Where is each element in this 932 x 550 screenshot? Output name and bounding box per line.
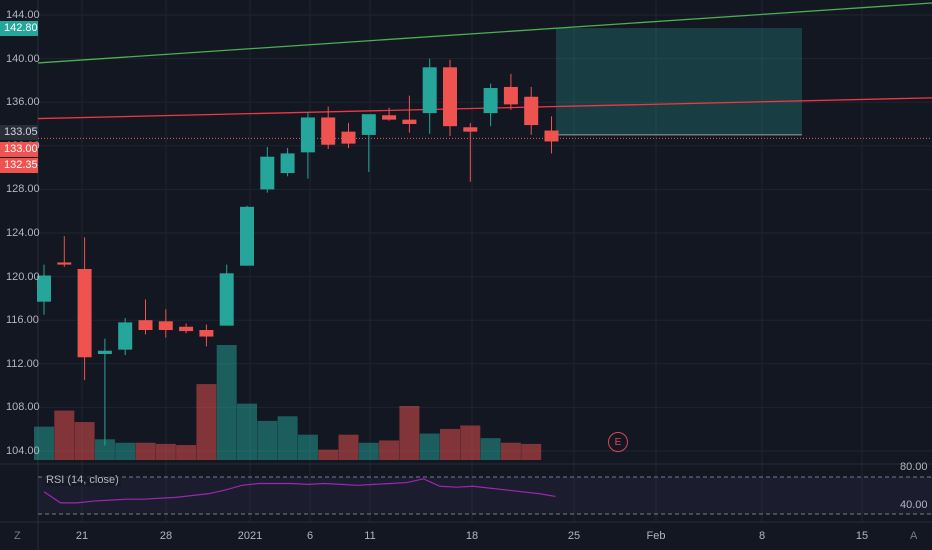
time-tick-label: 8 [758, 530, 766, 542]
price-tick-label: 112.00 [6, 357, 39, 370]
volume-bar [155, 443, 176, 460]
volume-bar [277, 416, 298, 460]
time-tick-label: 6 [306, 530, 314, 542]
candle-body [443, 67, 457, 127]
rsi-legend[interactable]: RSI (14, close) [44, 474, 121, 486]
volume-bar [318, 449, 339, 460]
candle-body [138, 320, 153, 331]
rsi-lower-label: 40.00 [900, 499, 928, 511]
candle-body [260, 156, 275, 190]
green-trendline [37, 2, 932, 64]
volume-bar [379, 440, 400, 460]
price-badge: 133.00 [0, 142, 38, 157]
candle-body [37, 275, 51, 302]
candle-body [341, 131, 356, 144]
time-tick-label: 15 [855, 530, 869, 542]
candle-body [97, 350, 112, 354]
rsi-upper-label: 80.00 [900, 461, 928, 473]
candle-body [382, 115, 397, 120]
candle-body [463, 127, 478, 132]
volume-bar [216, 345, 237, 460]
volume-bar [54, 410, 75, 460]
time-tick-label: Feb [646, 530, 666, 542]
time-tick-label: 2021 [237, 530, 263, 542]
rsi-line [43, 478, 556, 504]
volume-bar [480, 438, 501, 460]
price-tick-label: 104.00 [6, 445, 40, 457]
price-tick-label: 144.00 [6, 9, 40, 21]
candle-body [422, 67, 437, 114]
candle-body [199, 330, 214, 337]
candle-body [321, 117, 336, 145]
candle-body [280, 153, 295, 174]
volume-bar [297, 434, 318, 460]
candle-body [544, 130, 559, 142]
price-tick-label: 140.00 [6, 52, 40, 65]
candle-body [118, 322, 133, 350]
volume-bar [94, 439, 115, 460]
timezone-button[interactable]: Z [14, 530, 21, 542]
candle-body [483, 88, 498, 114]
volume-bar [500, 442, 521, 460]
target-zone [556, 28, 802, 135]
candle-body [77, 268, 92, 358]
price-badge: 142.80 [0, 21, 38, 36]
earnings-marker[interactable]: E [608, 432, 628, 452]
volume-bar [115, 442, 136, 460]
target-zone-layer [556, 28, 802, 136]
price-badge: 133.05 [0, 125, 38, 140]
price-tick-label: 108.00 [6, 401, 40, 414]
candle-body [361, 114, 376, 135]
candle-body [503, 86, 518, 105]
rsi-band [38, 477, 932, 514]
volume-bar [34, 426, 54, 460]
candle-body [179, 326, 194, 332]
time-tick-label: 21 [75, 530, 89, 542]
candle-body [402, 119, 417, 124]
volume-bar [257, 420, 278, 460]
volume-bar [74, 422, 95, 460]
volume-bar [176, 445, 197, 460]
price-tick-label: 124.00 [6, 227, 40, 239]
price-tick-label: 128.00 [6, 183, 40, 196]
volume-bar [338, 434, 359, 460]
candle-body [219, 273, 234, 326]
time-tick-label: 18 [465, 530, 479, 542]
volume-bar [460, 425, 481, 460]
candle-body [240, 206, 254, 266]
candle-body [158, 321, 173, 331]
volume-bar [135, 442, 156, 460]
price-badge: 132.35 [0, 158, 38, 173]
price-tick-label: 116.00 [6, 314, 39, 327]
rsi-pane [38, 476, 932, 515]
time-tick-label: 11 [364, 530, 376, 542]
candle-layer [37, 58, 559, 446]
price-tick-label: 136.00 [6, 96, 40, 109]
candle-body [57, 262, 72, 265]
auto-scale-button[interactable]: A [910, 530, 918, 542]
time-tick-label: 25 [567, 530, 581, 542]
candle-body [524, 96, 539, 126]
volume-bar [358, 442, 379, 460]
time-tick-label: 28 [159, 530, 173, 542]
volume-bar [399, 405, 420, 460]
volume-bar [440, 428, 460, 460]
volume-bar [419, 433, 440, 460]
volume-bar [237, 403, 257, 460]
volume-bar [196, 384, 217, 460]
volume-layer [34, 345, 542, 460]
price-tick-label: 120.00 [6, 270, 40, 283]
candle-body [300, 117, 315, 153]
volume-bar [521, 443, 542, 460]
